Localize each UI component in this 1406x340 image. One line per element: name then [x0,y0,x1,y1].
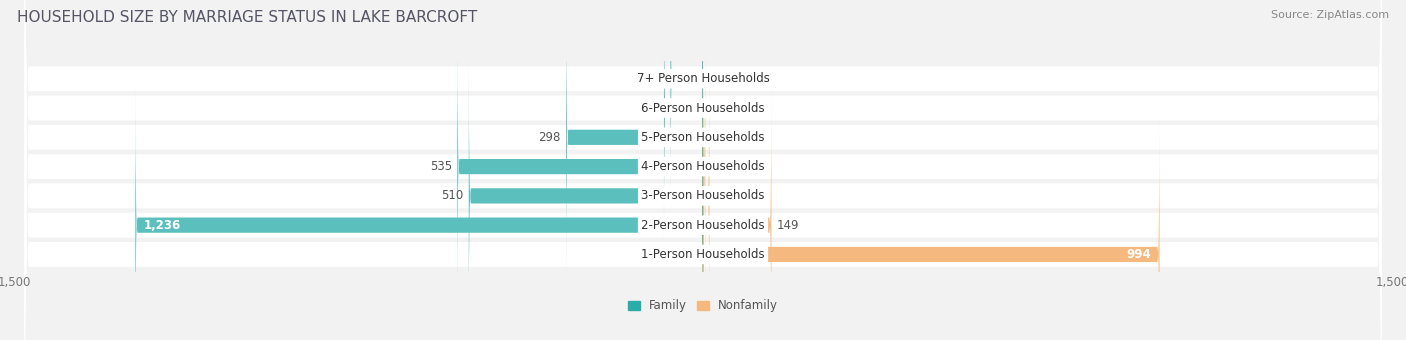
FancyBboxPatch shape [135,86,703,340]
Text: 85: 85 [644,102,658,115]
Text: 510: 510 [441,189,463,202]
FancyBboxPatch shape [24,0,1382,340]
Text: 4-Person Households: 4-Person Households [641,160,765,173]
Text: 1,236: 1,236 [143,219,181,232]
Text: 3-Person Households: 3-Person Households [641,189,765,202]
FancyBboxPatch shape [24,0,1382,340]
FancyBboxPatch shape [457,28,703,305]
FancyBboxPatch shape [703,86,772,340]
FancyBboxPatch shape [664,0,703,247]
Text: 0: 0 [690,248,697,261]
Text: 5: 5 [711,160,718,173]
FancyBboxPatch shape [703,28,706,305]
Text: 2-Person Households: 2-Person Households [641,219,765,232]
Text: 149: 149 [778,219,800,232]
FancyBboxPatch shape [24,0,1382,340]
FancyBboxPatch shape [24,0,1382,340]
FancyBboxPatch shape [24,0,1382,340]
FancyBboxPatch shape [24,0,1382,340]
FancyBboxPatch shape [567,0,703,276]
Text: 5-Person Households: 5-Person Households [641,131,765,144]
Text: 6-Person Households: 6-Person Households [641,102,765,115]
Text: 1-Person Households: 1-Person Households [641,248,765,261]
Text: HOUSEHOLD SIZE BY MARRIAGE STATUS IN LAKE BARCROFT: HOUSEHOLD SIZE BY MARRIAGE STATUS IN LAK… [17,10,477,25]
Text: 0: 0 [709,72,716,85]
Text: 7+ Person Households: 7+ Person Households [637,72,769,85]
FancyBboxPatch shape [468,57,703,335]
Text: 14: 14 [714,189,730,202]
Text: 535: 535 [430,160,451,173]
FancyBboxPatch shape [671,0,703,218]
Text: 71: 71 [650,72,665,85]
FancyBboxPatch shape [703,57,710,335]
FancyBboxPatch shape [24,0,1382,340]
Legend: Family, Nonfamily: Family, Nonfamily [628,300,778,312]
Text: Source: ZipAtlas.com: Source: ZipAtlas.com [1271,10,1389,20]
FancyBboxPatch shape [703,116,1160,340]
Text: 994: 994 [1126,248,1152,261]
Text: 0: 0 [709,131,716,144]
Text: 298: 298 [538,131,561,144]
Text: 0: 0 [709,102,716,115]
